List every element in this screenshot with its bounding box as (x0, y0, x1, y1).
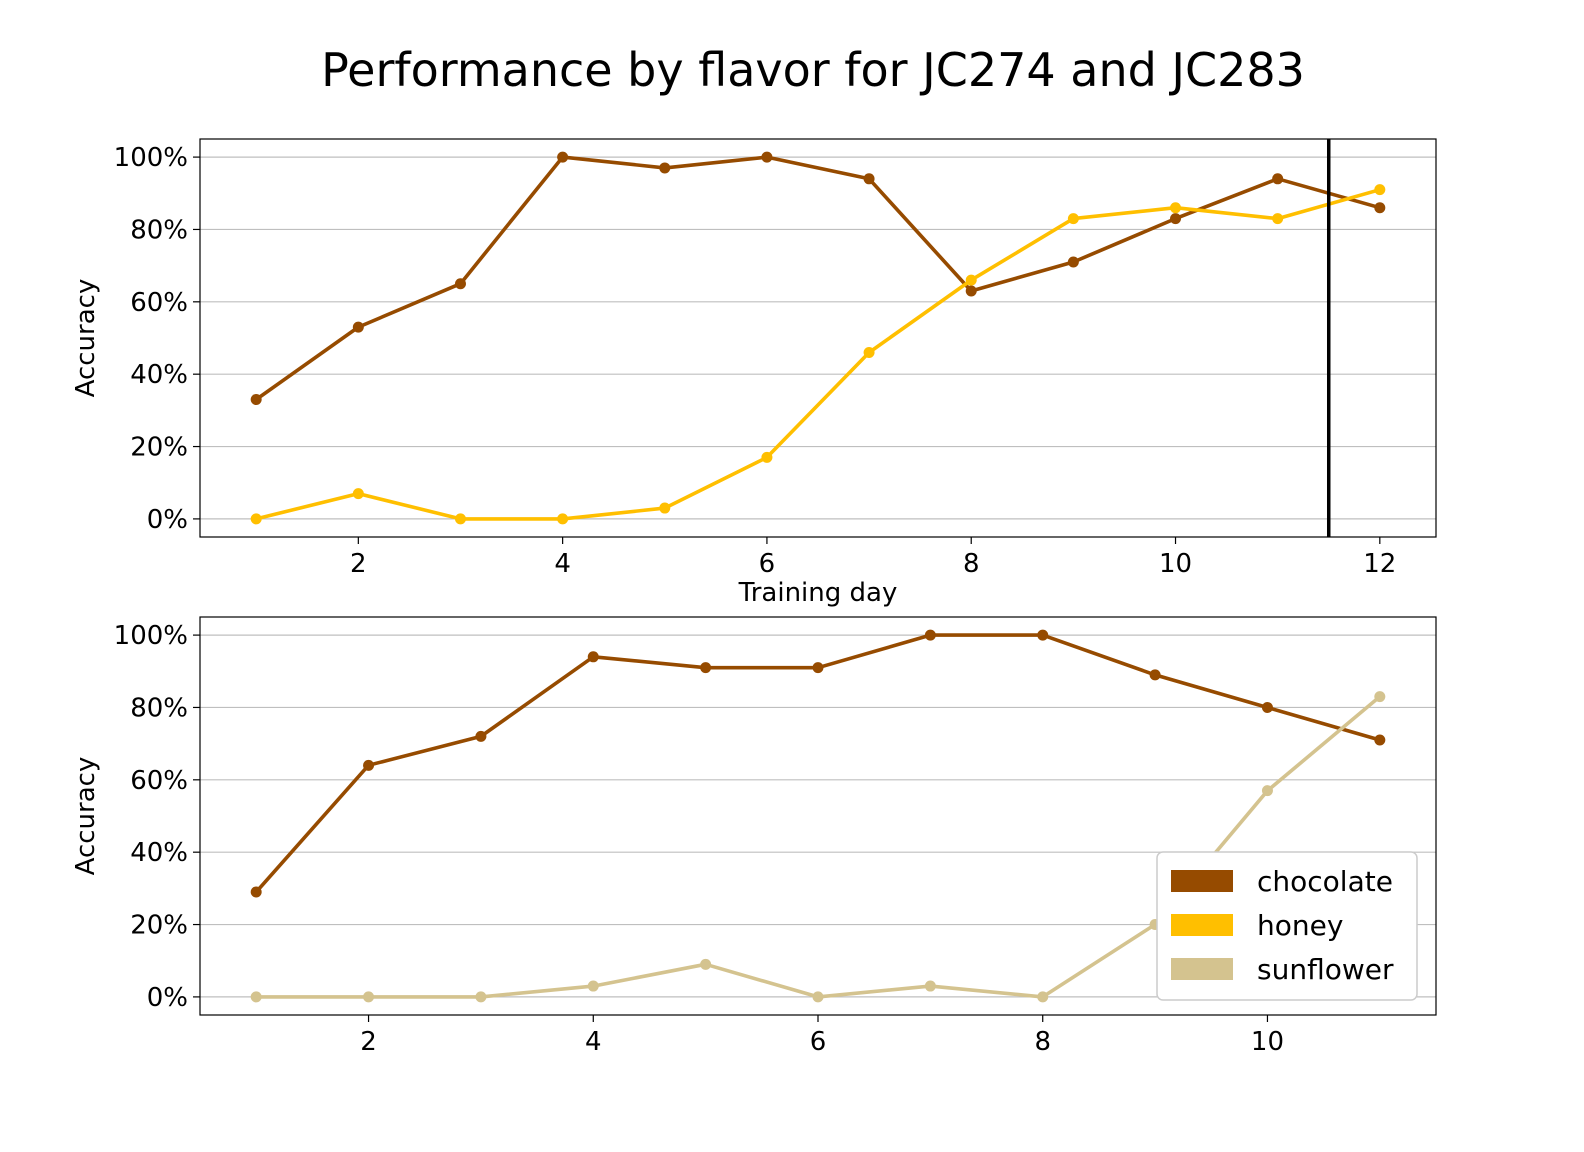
data-point-sunflower (1374, 691, 1386, 703)
data-point-chocolate (700, 662, 712, 674)
data-point-sunflower (700, 958, 712, 970)
data-point-chocolate (250, 886, 262, 898)
y-tick-label: 0% (147, 505, 188, 535)
data-point-chocolate (587, 651, 599, 663)
legend-label-chocolate: chocolate (1257, 865, 1393, 898)
legend-label-honey: honey (1257, 909, 1343, 942)
data-point-sunflower (250, 991, 262, 1003)
x-tick-label: 8 (1034, 1027, 1051, 1057)
data-point-chocolate (965, 285, 977, 297)
x-tick-label: 2 (360, 1027, 377, 1057)
axes-frame (199, 138, 1437, 538)
data-point-sunflower (363, 991, 375, 1003)
data-point-honey (761, 451, 773, 463)
x-tick-label: 6 (759, 549, 776, 579)
y-tick-label: 80% (130, 693, 188, 723)
data-point-sunflower (475, 991, 487, 1003)
y-tick-label: 20% (130, 433, 188, 463)
data-point-chocolate (475, 730, 487, 742)
data-point-chocolate (352, 321, 364, 333)
data-point-chocolate (761, 151, 773, 163)
x-axis-label: Training day (738, 578, 898, 608)
data-point-sunflower (812, 991, 824, 1003)
x-tick-label: 8 (963, 549, 980, 579)
data-point-chocolate (1374, 202, 1386, 214)
data-point-chocolate (1272, 173, 1284, 185)
y-tick-label: 60% (130, 766, 188, 796)
x-tick-label: 4 (554, 549, 571, 579)
y-tick-label: 40% (130, 360, 188, 390)
data-point-chocolate (557, 151, 569, 163)
legend-swatch-honey (1171, 914, 1233, 936)
data-point-honey (557, 513, 569, 525)
data-point-honey (250, 513, 262, 525)
y-tick-label: 0% (147, 983, 188, 1013)
y-tick-label: 100% (114, 621, 188, 651)
series-line-chocolate (254, 155, 1382, 402)
legend-swatch-chocolate (1171, 870, 1233, 892)
data-point-honey (352, 488, 364, 500)
data-point-chocolate (250, 394, 262, 406)
series-line-honey (254, 187, 1382, 521)
legend-swatch-sunflower (1171, 958, 1233, 980)
data-point-chocolate (1037, 629, 1049, 641)
data-point-sunflower (1261, 785, 1273, 797)
data-point-sunflower (924, 980, 936, 992)
data-point-chocolate (863, 173, 875, 185)
legend-items: chocolate honey sunflower (1171, 865, 1394, 986)
data-point-honey (863, 346, 875, 358)
data-point-chocolate (454, 278, 466, 290)
bottom-panel: 0% 20% 40% 60% 80% 100% 2 4 6 8 10 Accuracy (71, 616, 1437, 1057)
data-point-chocolate (812, 662, 824, 674)
data-point-honey (1067, 213, 1079, 225)
data-point-honey (965, 274, 977, 286)
y-tick-label: 80% (130, 215, 188, 245)
data-point-chocolate (1374, 734, 1386, 746)
data-point-sunflower (587, 980, 599, 992)
data-point-chocolate (1170, 213, 1182, 225)
data-point-sunflower (1037, 991, 1049, 1003)
x-tick-label: 12 (1363, 549, 1396, 579)
axes-frame (199, 616, 1437, 1016)
data-point-honey (1374, 184, 1386, 196)
y-axis-label: Accuracy (71, 279, 101, 398)
data-point-chocolate (1261, 701, 1273, 713)
y-axis-label: Accuracy (71, 757, 101, 876)
data-point-honey (1272, 213, 1284, 225)
data-point-chocolate (1067, 256, 1079, 268)
data-point-chocolate (363, 759, 375, 771)
top-panel: 0% 20% 40% 60% 80% 100% 2 4 6 8 10 12 Training day Ac… (71, 138, 1437, 608)
x-tick-label: 10 (1251, 1027, 1284, 1057)
y-tick-label: 100% (114, 143, 188, 173)
data-point-honey (1170, 202, 1182, 214)
x-tick-label: 10 (1159, 549, 1192, 579)
y-tick-label: 20% (130, 911, 188, 941)
legend-label-sunflower: sunflower (1257, 953, 1394, 986)
x-tick-label: 4 (585, 1027, 602, 1057)
legend: chocolate honey sunflower (1156, 851, 1418, 1001)
figure-title: Performance by flavor for JC274 and JC28… (321, 43, 1305, 97)
data-point-honey (454, 513, 466, 525)
data-point-chocolate (659, 162, 671, 174)
data-point-chocolate (1149, 669, 1161, 681)
x-tick-label: 2 (350, 549, 367, 579)
x-tick-label: 6 (810, 1027, 827, 1057)
data-point-chocolate (924, 629, 936, 641)
data-point-honey (659, 502, 671, 514)
y-tick-label: 40% (130, 838, 188, 868)
y-tick-label: 60% (130, 288, 188, 318)
